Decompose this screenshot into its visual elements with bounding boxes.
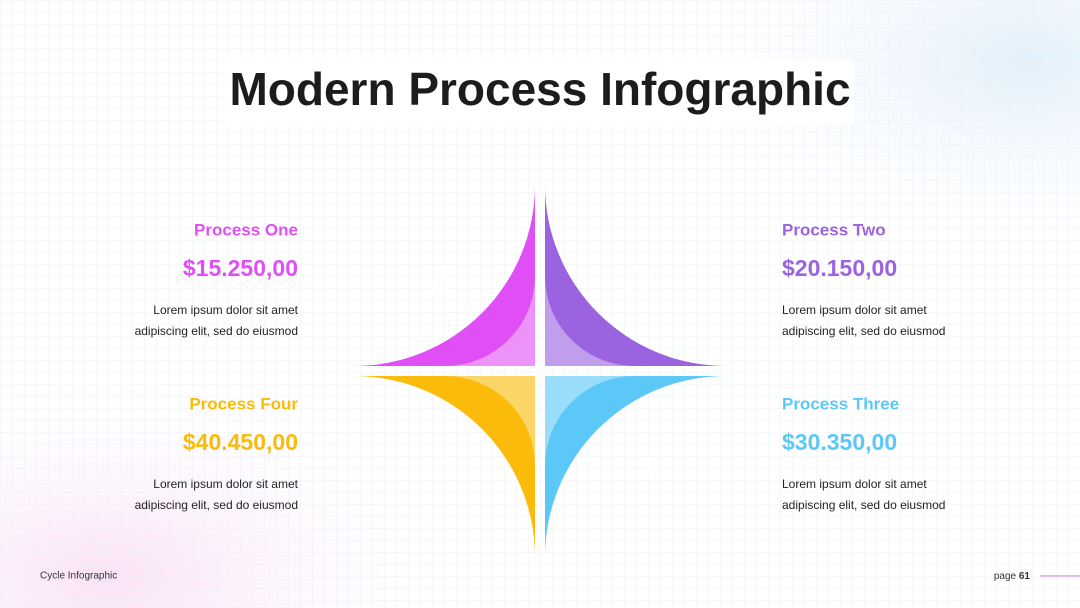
process-description: Lorem ipsum dolor sit amet <box>153 477 298 491</box>
quadrant-inner <box>445 376 535 466</box>
icons <box>423 266 654 481</box>
page-label: page <box>994 571 1017 582</box>
quadrant-inner <box>545 276 635 366</box>
quadrant-inner <box>445 276 535 366</box>
page-indicator: page 61 <box>994 571 1031 582</box>
title: Modern Process Infographic <box>229 63 850 115</box>
cycle-wheel <box>354 185 726 557</box>
process-amount: $20.150,00 <box>782 255 897 281</box>
process-amount: $15.250,00 <box>183 255 298 281</box>
footer-label: Cycle Infographic <box>40 571 117 582</box>
process-name: Process Three <box>782 394 899 413</box>
process-amount: $30.350,00 <box>782 429 897 455</box>
process-name: Process Two <box>782 220 886 239</box>
page-number: 61 <box>1019 571 1031 582</box>
trophy-icon <box>424 267 450 293</box>
process-description: adipiscing elit, sed do eiusmod <box>782 498 945 512</box>
process-description: Lorem ipsum dolor sit amet <box>782 477 927 491</box>
quadrant-inner <box>545 376 635 466</box>
process-amount: $40.450,00 <box>183 429 298 455</box>
quadrant <box>545 185 726 366</box>
process-description: Lorem ipsum dolor sit amet <box>153 303 298 317</box>
process-name: Process Four <box>189 394 298 413</box>
laptop-icon <box>626 457 654 476</box>
star-icon <box>624 266 650 290</box>
process-name: Process One <box>194 220 298 239</box>
process-description: adipiscing elit, sed do eiusmod <box>135 498 298 512</box>
quadrant <box>354 376 535 557</box>
process-description: Lorem ipsum dolor sit amet <box>782 303 927 317</box>
process-description: adipiscing elit, sed do eiusmod <box>135 324 298 338</box>
cloud-icon <box>423 458 456 481</box>
process-description: adipiscing elit, sed do eiusmod <box>782 324 945 338</box>
quadrant <box>545 376 726 557</box>
quadrant <box>354 185 535 366</box>
title-box <box>226 60 854 124</box>
